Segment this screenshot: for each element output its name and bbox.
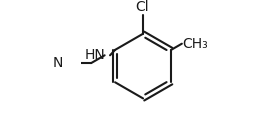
Text: Cl: Cl: [135, 0, 149, 14]
Text: HN: HN: [85, 48, 105, 62]
Text: N: N: [53, 56, 63, 70]
Text: CH₃: CH₃: [183, 37, 208, 51]
